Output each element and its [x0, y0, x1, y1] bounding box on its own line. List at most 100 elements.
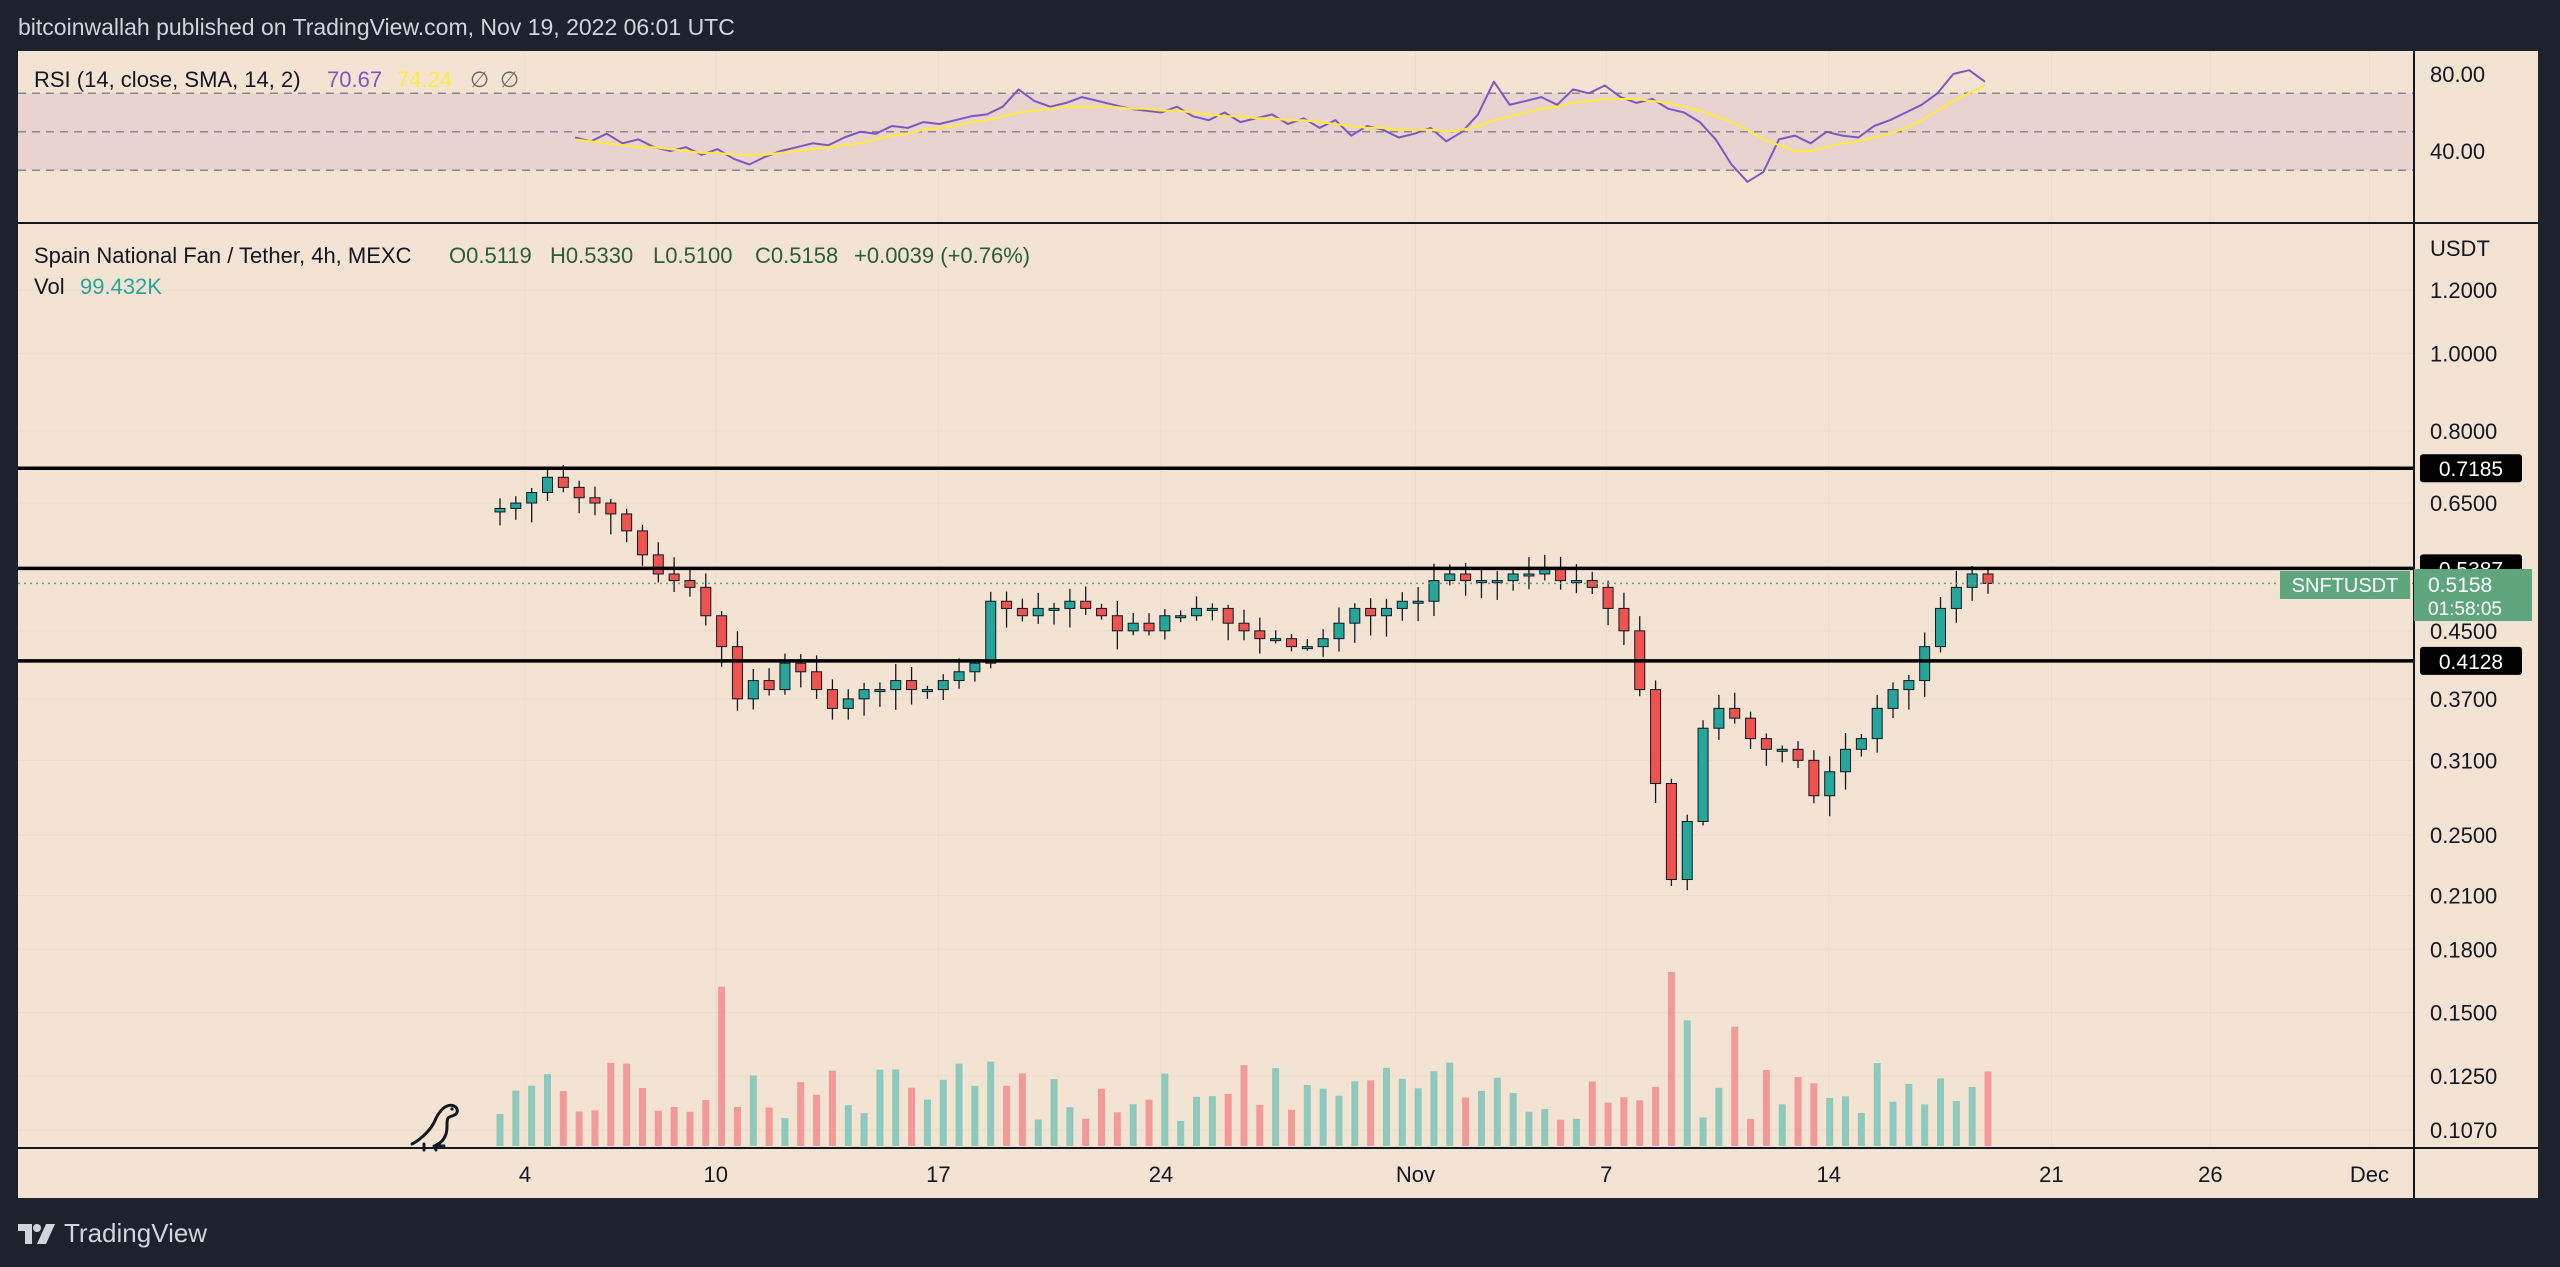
volume-bar-51: [1303, 1084, 1311, 1146]
volume-bar-80: [1762, 1069, 1770, 1146]
time-tick-label-3: 24: [1149, 1162, 1173, 1187]
price-axis: 1.2000 1.0000 0.8000 0.6500 0.4500 0.3700 0.31…: [2430, 236, 2497, 1143]
volume-bar-41: [1145, 1099, 1153, 1146]
candle-body-81: [1776, 748, 1788, 752]
volume-bar-14: [718, 986, 726, 1146]
grid: [18, 51, 2414, 1148]
price-tag-symbol: SNFTUSDT: [2292, 575, 2399, 597]
candle-body-63: [1491, 580, 1503, 584]
candle-body-74: [1665, 783, 1677, 881]
candle-body-18: [779, 662, 791, 691]
volume-bar-72: [1636, 1100, 1644, 1146]
volume-bar-55: [1367, 1080, 1375, 1146]
candle-body-34: [1032, 607, 1044, 617]
volume-bar-94: [1984, 1071, 1992, 1146]
rsi-pane[interactable]: [18, 69, 2414, 183]
candle-body-13: [700, 586, 712, 617]
candle-body-7: [605, 502, 617, 515]
volume-bar-2: [528, 1085, 536, 1146]
volume-bar-90: [1921, 1104, 1929, 1146]
candle-body-88: [1887, 689, 1899, 709]
candle-body-61: [1460, 573, 1472, 582]
candle-body-59: [1428, 580, 1440, 602]
candle-body-44: [1191, 607, 1203, 617]
volume-bar-34: [1034, 1119, 1042, 1146]
volume-bar-33: [1018, 1073, 1026, 1146]
volume-bar-93: [1968, 1086, 1976, 1146]
candle-body-39: [1111, 615, 1123, 632]
volume-bar-8: [623, 1063, 631, 1146]
volume-bar-67: [1557, 1119, 1565, 1146]
time-tick-label-0: 4: [519, 1162, 531, 1187]
candle-body-1: [510, 502, 522, 509]
volume-bar-35: [1050, 1079, 1058, 1146]
level-label-2: 0.4128: [2439, 651, 2503, 674]
price-tag-box: [2414, 569, 2532, 621]
price-tick-label-6: 0.3100: [2430, 748, 2497, 773]
volume-bar-53: [1335, 1095, 1343, 1146]
candle-body-71: [1618, 607, 1630, 632]
volume-bar-92: [1952, 1100, 1960, 1146]
candle-body-58: [1412, 600, 1424, 604]
volume-bar-29: [955, 1063, 963, 1146]
candle-body-23: [858, 689, 870, 700]
candle-body-20: [811, 671, 823, 691]
volume-bar-37: [1082, 1118, 1090, 1146]
volume-bar-21: [828, 1070, 836, 1146]
tradingview-logo[interactable]: TradingView: [18, 1218, 207, 1249]
candle-body-12: [684, 580, 696, 588]
volume-bar-62: [1477, 1090, 1485, 1146]
candle-body-42: [1159, 615, 1171, 632]
volume-bar-70: [1604, 1102, 1612, 1146]
volume-bar-48: [1256, 1104, 1264, 1146]
volume-bar-44: [1193, 1096, 1201, 1146]
volume-bar-0: [496, 1114, 504, 1146]
volume-bar-4: [559, 1091, 567, 1146]
candle-body-10: [652, 554, 664, 575]
volume-bar-73: [1652, 1086, 1660, 1146]
candle-body-24: [874, 689, 886, 693]
price-tick-label-2: 0.8000: [2430, 419, 2497, 444]
candle-body-73: [1650, 689, 1662, 785]
price-tick-label-1: 1.0000: [2430, 341, 2497, 366]
time-tick-label-9: Dec: [2350, 1162, 2389, 1187]
candle-body-14: [716, 615, 728, 648]
main-legend-change: +0.0039 (+0.76%): [854, 243, 1030, 268]
volume-bar-9: [638, 1087, 646, 1146]
price-tick-label-3: 0.6500: [2430, 491, 2497, 516]
price-tag-countdown: 01:58:05: [2428, 599, 2502, 620]
price-tag: SNFTUSDT 0.5158 01:58:05: [2280, 569, 2532, 621]
candle-body-93: [1966, 573, 1978, 588]
volume-bar-10: [654, 1110, 662, 1146]
volume-bar-46: [1224, 1093, 1232, 1146]
candle-body-43: [1175, 615, 1187, 619]
candles: [494, 464, 1994, 891]
main-legend-symbol: Spain National Fan / Tether, 4h, MEXC: [34, 243, 412, 268]
rsi-legend-value: 70.67: [327, 67, 382, 92]
volume-bar-12: [686, 1111, 694, 1146]
volume-bar-36: [1066, 1107, 1074, 1146]
volume-bar-87: [1873, 1063, 1881, 1146]
candle-body-86: [1855, 738, 1867, 750]
volume-bar-24: [876, 1069, 884, 1146]
candle-body-37: [1080, 600, 1092, 609]
price-tick-label-8: 0.2100: [2430, 884, 2497, 909]
volume-bar-43: [1177, 1120, 1185, 1146]
candle-body-17: [763, 680, 775, 691]
volume-bar-16: [749, 1075, 757, 1146]
candle-body-33: [1016, 607, 1028, 617]
candle-body-5: [573, 486, 585, 499]
candle-body-48: [1254, 630, 1266, 640]
volume-bar-60: [1446, 1062, 1454, 1146]
volume-bar-22: [844, 1105, 852, 1146]
candle-body-16: [747, 680, 759, 700]
candle-body-83: [1808, 759, 1820, 797]
volume-bar-13: [702, 1099, 710, 1146]
volume-bar-74: [1667, 971, 1675, 1146]
volume-bar-39: [1113, 1112, 1121, 1146]
volume-bar-31: [987, 1061, 995, 1146]
candle-body-15: [731, 646, 743, 700]
volume-bar-50: [1287, 1109, 1295, 1146]
